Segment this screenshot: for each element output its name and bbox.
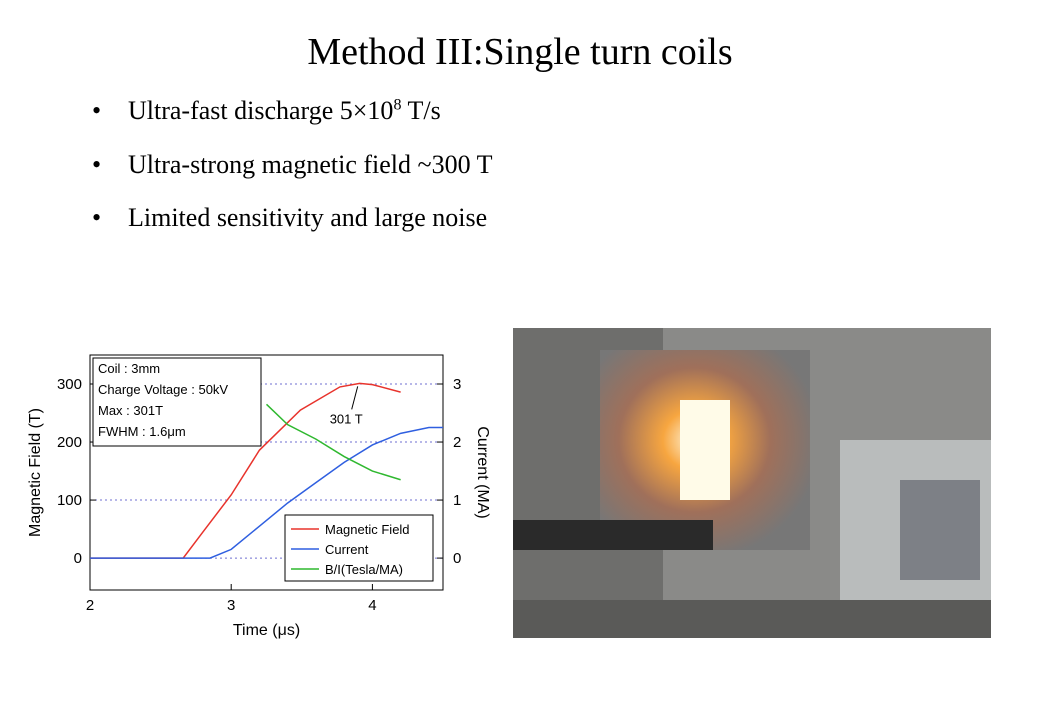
- y2-tick-label: 2: [453, 434, 461, 451]
- bullet: • Ultra-fast discharge 5×108 T/s: [92, 96, 441, 125]
- bullet-text: Limited sensitivity and large noise: [128, 203, 488, 232]
- legend-label: B/I(Tesla/MA): [325, 562, 403, 577]
- bullet: • Ultra-strong magnetic field ~300 T: [92, 150, 493, 179]
- bullet: • Limited sensitivity and large noise: [92, 203, 488, 232]
- x-tick-label: 4: [368, 597, 376, 614]
- y2-tick-label: 0: [453, 550, 461, 567]
- x-tick-label: 2: [86, 597, 94, 614]
- y-axis-label: Magnetic Field (T): [27, 408, 44, 537]
- annotation-pointer: [351, 386, 359, 410]
- x-axis-label: Time (μs): [233, 622, 300, 639]
- photo: [513, 328, 991, 638]
- y2-tick-label: 3: [453, 376, 461, 393]
- bullet-sup: 8: [393, 96, 402, 114]
- bullet-text: T/s: [401, 96, 441, 125]
- legend-box: [284, 514, 434, 582]
- x-tick-label: 3: [227, 597, 235, 614]
- info-text: Coil : 3mm: [98, 361, 160, 376]
- info-text: Max : 301T: [98, 403, 163, 418]
- legend-label: Magnetic Field: [325, 522, 410, 537]
- info-text: Charge Voltage : 50kV: [98, 382, 228, 397]
- y-tick-label: 0: [74, 550, 82, 567]
- y-tick-label: 200: [57, 434, 82, 451]
- y2-axis-label: Current (MA): [474, 426, 491, 518]
- series-line: [90, 426, 443, 559]
- plot-frame: [89, 354, 444, 591]
- series-line: [90, 382, 401, 559]
- info-text: FWHM : 1.6μm: [98, 424, 186, 439]
- bullet-text: Ultra-fast discharge 5×10: [128, 96, 394, 125]
- y-tick-label: 100: [57, 492, 82, 509]
- slide-title: Method III:Single turn coils: [307, 31, 733, 73]
- series-line: [265, 403, 401, 481]
- bullet-text: Ultra-strong magnetic field ~300 T: [128, 150, 493, 179]
- y-tick-label: 300: [57, 376, 82, 393]
- legend-label: Current: [325, 542, 369, 557]
- info-box: [92, 357, 262, 447]
- y2-tick-label: 1: [453, 492, 461, 509]
- annotation-text: 301 T: [330, 411, 363, 426]
